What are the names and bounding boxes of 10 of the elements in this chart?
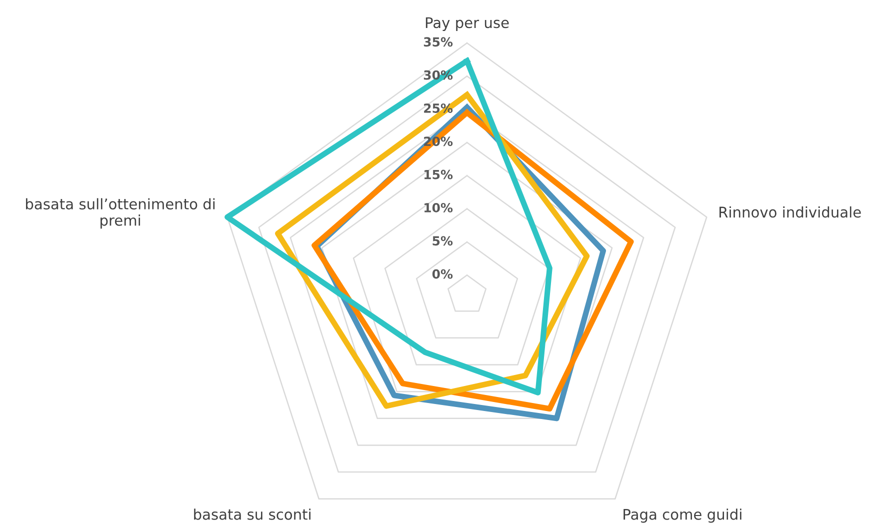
- y-tick-label: 0%: [432, 269, 453, 279]
- y-tick-label: 10%: [424, 202, 453, 212]
- spoke-label: Paga come guidi: [624, 508, 742, 523]
- spoke-label: Pay per use: [426, 17, 509, 31]
- y-tick-label: 35%: [424, 37, 453, 47]
- spoke-label: basata su sconti: [194, 508, 310, 520]
- spoke-label: Rinnovo individuale: [720, 206, 861, 218]
- spoke-label: basata sull’ottenimento di premi: [26, 198, 215, 229]
- y-tick-label: 15%: [424, 170, 453, 180]
- y-tick-label: 5%: [432, 236, 453, 246]
